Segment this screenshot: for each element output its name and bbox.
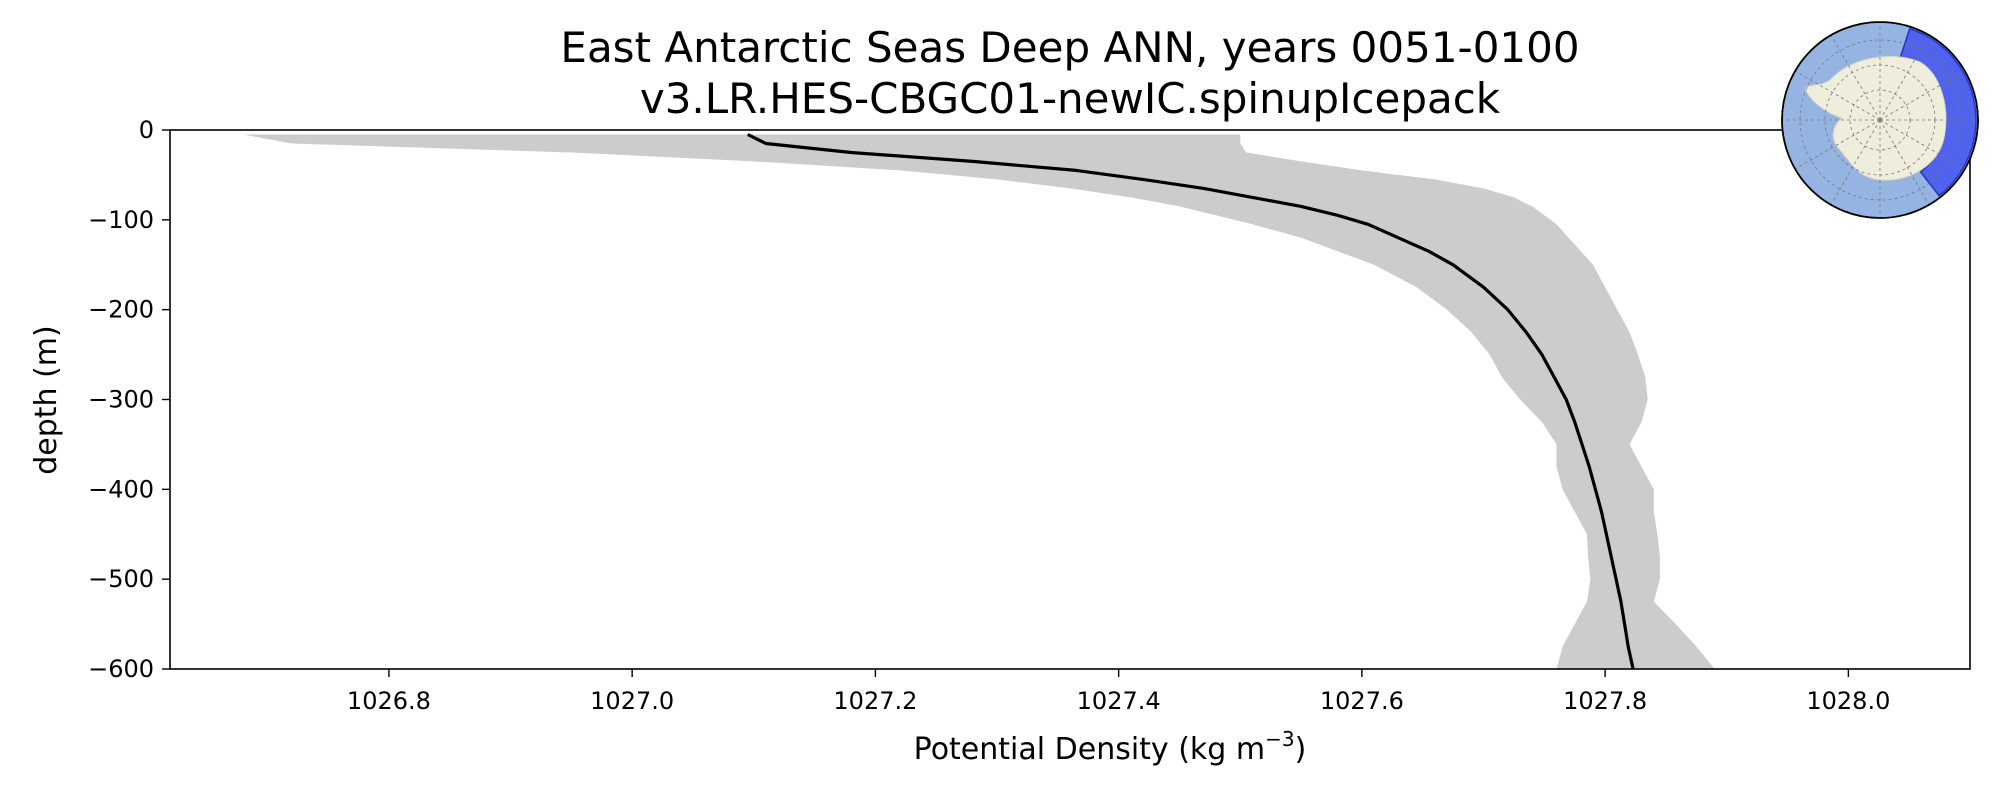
inset-meridian [1879,70,1966,121]
chart-title: East Antarctic Seas Deep ANN, years 0051… [560,23,1579,72]
region-inset-map [1781,21,1979,219]
x-tick-label: 1027.0 [590,687,674,715]
series-line-0 [746,133,1635,669]
plot-frame [169,129,1971,670]
x-tick-label: 1027.6 [1320,687,1404,715]
y-axis-label: depth (m) [29,325,64,475]
x-tick-label: 1027.2 [833,687,917,715]
x-tick-label: 1027.4 [1077,687,1161,715]
y-tick-label: −200 [88,296,154,324]
chart-subtitle: v3.LR.HES-CBGC01-newIC.spinupIcepack [640,74,1501,123]
y-tick-label: −100 [88,206,154,234]
inset-border [1781,21,1979,219]
y-tick-label: −600 [88,655,154,683]
y-tick-label: 0 [139,116,154,144]
inset-antarctica-land [1804,56,1947,181]
x-tick-label: 1028.0 [1806,687,1890,715]
plot-area [243,133,1715,669]
inset-meridian [1879,119,1966,170]
x-axis-label: Potential Density (kg m−3) [914,727,1307,767]
inset-meridian [1794,70,1881,121]
y-tick-label: −500 [88,565,154,593]
inset-meridian [1830,34,1881,121]
y-tick-label: −400 [88,475,154,503]
y-tick-label: −300 [88,386,154,414]
x-tick-label: 1027.8 [1563,687,1647,715]
inset-meridian [1879,119,1930,206]
axes: 1026.8 1027.0 1027.2 1027.4 1027.6 1027.8 1028… [88,116,1971,715]
inset-meridian [1830,119,1881,206]
range-band [243,134,1715,669]
inset-meridian [1794,119,1881,170]
inset-meridian [1879,34,1930,121]
x-tick-label: 1026.8 [347,687,431,715]
